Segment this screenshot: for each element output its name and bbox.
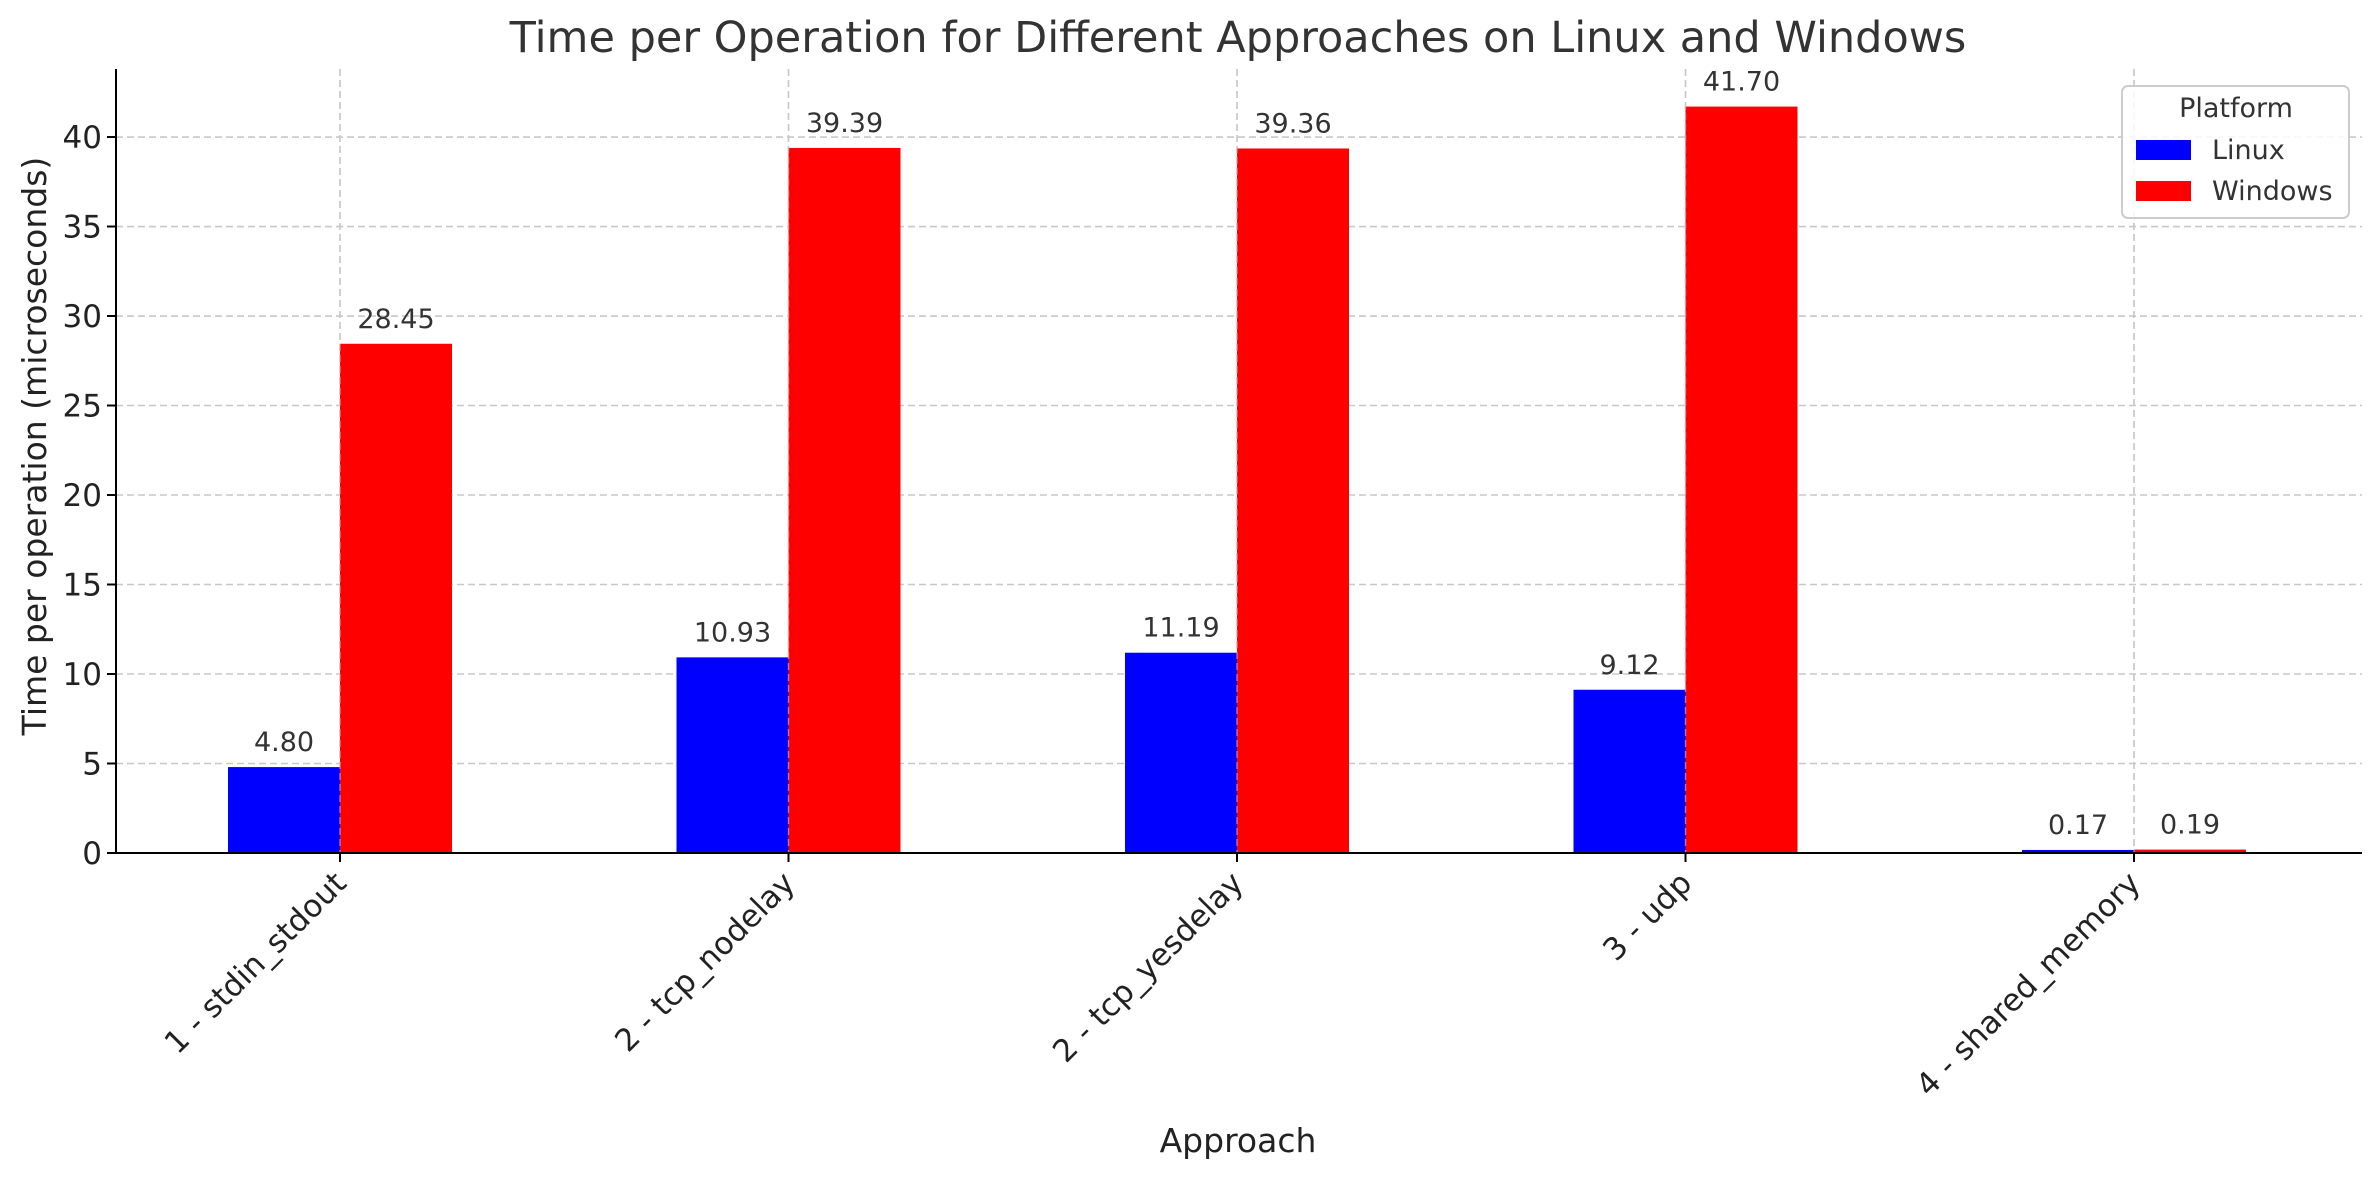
axes [115,69,2362,854]
x-axis-title: Approach [1160,1121,1317,1160]
bar-windows [2134,849,2246,853]
bars [228,69,2246,853]
bar-linux [676,657,789,853]
x-tick-label: 2 - tcp_yesdelay [1046,865,1251,1070]
legend-swatch-linux [2136,140,2191,160]
value-label: 9.12 [1599,650,1659,681]
bar-windows [788,147,901,853]
value-label: 4.80 [254,727,314,758]
legend: Platform Linux Windows [2121,85,2350,219]
bar-linux [1573,689,1686,853]
value-label: 0.17 [2048,810,2108,841]
value-labels: 4.80 10.93 11.19 9.12 0.17 28.45 39.39 39.36 41.… [254,67,2220,841]
y-tick-label: 5 [82,747,102,783]
y-tick-label: 35 [63,210,102,246]
bar-linux [2022,849,2134,853]
y-tick-label: 10 [63,657,102,693]
bar-windows [1685,106,1798,853]
bar-windows [340,343,452,853]
x-tick-label: 4 - shared_memory [1909,865,2147,1103]
legend-label-linux: Linux [2212,135,2285,166]
chart-title: Time per Operation for Different Approac… [509,13,1967,63]
y-tick-label: 40 [63,120,102,156]
y-axis-title: Time per operation (microseconds) [15,157,54,737]
legend-swatch-windows [2136,181,2191,201]
bar-linux [228,767,340,853]
y-tick-label: 0 [82,836,102,872]
x-tick-label: 2 - tcp_nodelay [608,865,802,1059]
value-label: 0.19 [2160,810,2220,841]
value-label: 41.70 [1703,67,1780,98]
x-tick-label: 3 - udp [1596,865,1699,968]
y-tick-label: 15 [63,568,102,604]
x-tick-label: 1 - stdin_stdout [158,865,354,1061]
value-label: 11.19 [1142,613,1219,644]
bar-windows [1237,148,1349,853]
legend-title: Platform [2179,93,2293,124]
bar-linux [1125,652,1237,853]
value-label: 28.45 [357,304,434,335]
legend-label-windows: Windows [2212,176,2333,207]
value-label: 39.39 [806,108,883,139]
value-label: 10.93 [694,617,771,648]
y-tick-label: 30 [63,299,102,335]
value-label: 39.36 [1254,108,1331,139]
y-tick-label: 20 [63,478,102,514]
y-tick-label: 25 [63,389,102,425]
